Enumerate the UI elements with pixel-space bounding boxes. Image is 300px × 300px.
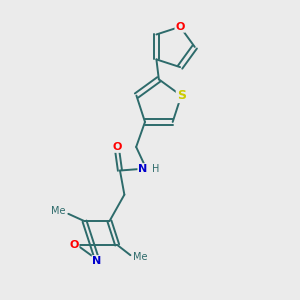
Text: N: N [138, 164, 148, 174]
Text: O: O [112, 142, 122, 152]
Text: S: S [177, 89, 186, 102]
Text: H: H [152, 164, 160, 174]
Text: N: N [92, 256, 102, 266]
Text: O: O [69, 240, 79, 250]
Text: Me: Me [133, 252, 147, 262]
Text: O: O [176, 22, 185, 32]
Text: Me: Me [52, 206, 66, 217]
